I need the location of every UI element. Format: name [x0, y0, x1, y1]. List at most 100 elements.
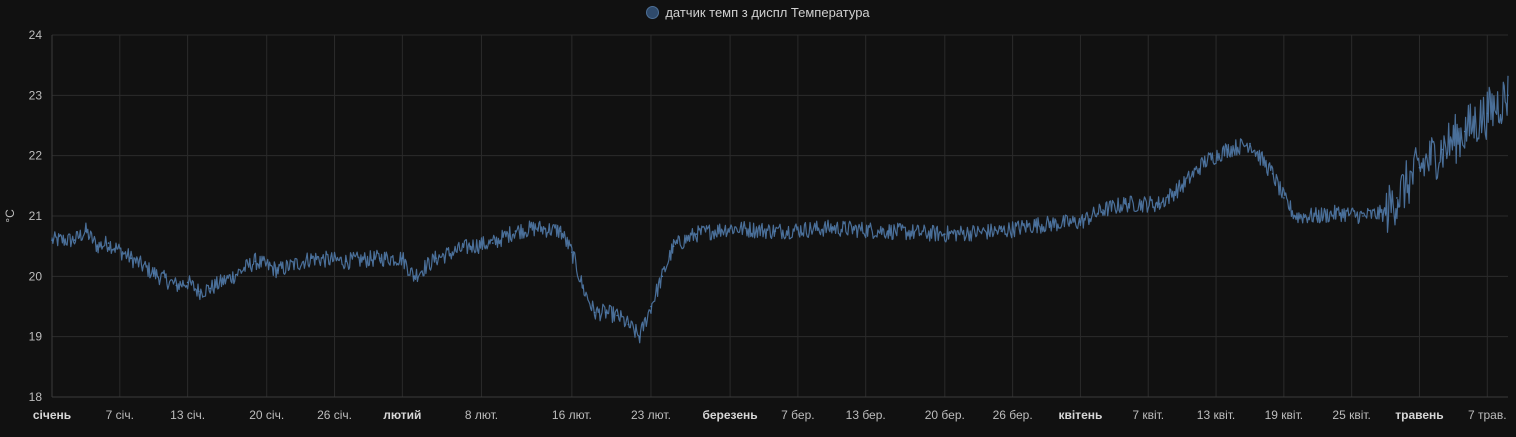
x-tick-label: січень: [33, 408, 71, 422]
data-point: [638, 335, 641, 338]
x-tick-label: 23 лют.: [631, 408, 671, 422]
data-point: [175, 284, 178, 287]
x-tick-label: 7 трав.: [1468, 408, 1507, 422]
y-tick-label: 18: [29, 390, 43, 404]
data-point: [1294, 215, 1296, 217]
x-tick-label: 16 лют.: [552, 408, 592, 422]
data-point: [605, 311, 607, 314]
legend[interactable]: датчик темп з диспл Температура: [0, 2, 1516, 22]
data-point: [672, 245, 675, 247]
x-tick-label: 26 бер.: [993, 408, 1033, 422]
series-layer: [51, 75, 1509, 344]
y-axis-label: °C: [3, 209, 17, 223]
data-point: [944, 233, 946, 235]
data-point: [73, 239, 76, 241]
data-point: [1283, 197, 1285, 199]
data-point: [887, 230, 890, 232]
data-point: [378, 257, 381, 260]
x-tick-label: 20 бер.: [925, 408, 965, 422]
x-tick-label: 25 квіт.: [1332, 408, 1370, 422]
data-point: [1507, 94, 1509, 97]
data-point: [492, 242, 494, 244]
data-point: [1384, 212, 1387, 214]
data-point: [401, 257, 404, 260]
x-tick-label: 7 січ.: [106, 408, 134, 422]
x-tick-label: 13 бер.: [846, 408, 886, 422]
y-tick-label: 22: [29, 149, 43, 163]
data-point: [1418, 166, 1421, 169]
data-point: [311, 257, 313, 260]
x-tick-label: березень: [702, 408, 757, 422]
x-tick-label: 26 січ.: [317, 408, 352, 422]
data-point: [1079, 221, 1082, 223]
data-point: [1102, 209, 1104, 211]
data-point: [537, 227, 539, 229]
y-tick-label: 24: [29, 28, 43, 42]
x-tick-label: 13 квіт.: [1197, 408, 1235, 422]
x-tick-label: 20 січ.: [249, 408, 284, 422]
y-axis: 18 19 20 21 22 23 24: [29, 28, 53, 404]
data-point: [1203, 160, 1206, 163]
data-point: [1396, 197, 1398, 199]
x-tick-label: 13 січ.: [170, 408, 205, 422]
y-tick-label: 19: [29, 330, 43, 344]
data-point: [661, 275, 664, 278]
data-point: [627, 323, 630, 326]
data-point: [831, 227, 833, 229]
data-point: [582, 287, 584, 290]
data-point: [152, 272, 155, 275]
data-point: [130, 257, 132, 260]
legend-label: датчик темп з диспл Температура: [665, 4, 870, 20]
data-point: [1226, 148, 1229, 151]
series-line[interactable]: [51, 75, 1509, 344]
y-tick-label: 23: [29, 88, 43, 102]
x-tick-label: 8 лют.: [465, 408, 498, 422]
data-point: [345, 260, 347, 263]
data-point: [254, 260, 257, 263]
data-point: [593, 311, 596, 314]
data-point: [469, 245, 472, 247]
x-tick-label: травень: [1395, 408, 1443, 422]
data-point: [1124, 203, 1127, 205]
data-point: [85, 230, 87, 232]
x-tick-label: 7 квіт.: [1132, 408, 1164, 422]
data-point: [514, 230, 517, 232]
data-point: [1158, 203, 1161, 205]
data-point: [277, 269, 279, 272]
x-tick-label: квітень: [1058, 408, 1102, 422]
data-point: [1181, 185, 1183, 187]
data-point: [1271, 173, 1274, 175]
data-point: [1000, 230, 1003, 232]
data-point: [1317, 215, 1319, 217]
data-point: [1034, 224, 1036, 226]
data-point: [559, 230, 562, 232]
data-point: [774, 230, 777, 232]
x-tick-label: 7 бер.: [781, 408, 814, 422]
data-point: [1339, 212, 1342, 214]
data-point: [1486, 112, 1489, 115]
data-point: [1463, 130, 1466, 133]
legend-swatch-icon: [646, 5, 660, 19]
data-point: [198, 290, 200, 293]
data-point: [1249, 142, 1251, 145]
data-point: [186, 281, 189, 284]
x-tick-label: лютий: [383, 408, 421, 422]
grid-lines: [51, 34, 1508, 398]
data-point: [412, 275, 415, 278]
x-tick-label: 19 квіт.: [1265, 408, 1303, 422]
data-point: [571, 251, 573, 253]
data-point: [729, 227, 731, 229]
data-point: [616, 314, 618, 317]
data-point: [1362, 215, 1364, 217]
data-point: [435, 257, 438, 260]
data-point: [209, 287, 211, 290]
data-point: [51, 239, 53, 241]
data-point: [107, 242, 110, 244]
x-axis: січень 7 січ. 13 січ. 20 січ. 26 січ. лютий 8 …: [33, 396, 1508, 422]
data-point: [232, 275, 234, 278]
data-point: [1441, 148, 1443, 151]
data-point: [695, 233, 697, 235]
data-point: [96, 245, 98, 247]
